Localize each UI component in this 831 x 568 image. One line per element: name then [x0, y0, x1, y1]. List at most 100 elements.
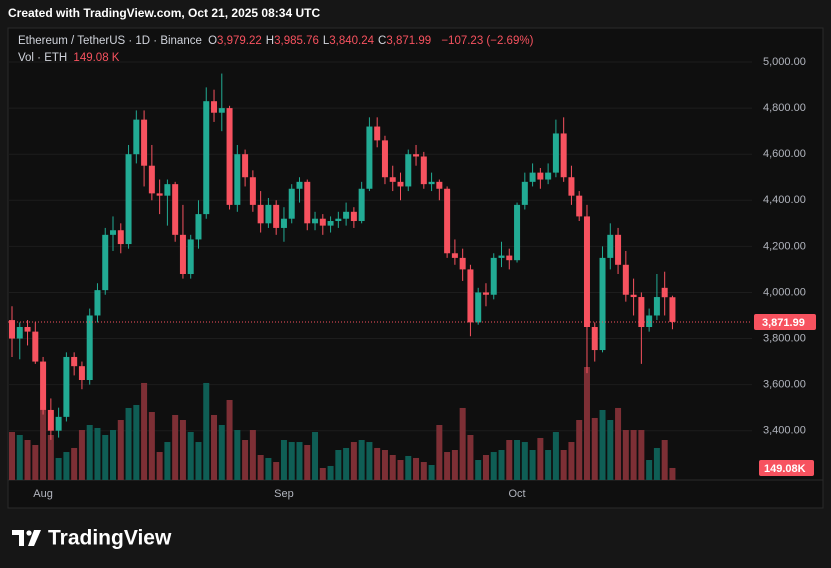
- volume-bar: [374, 447, 381, 480]
- candle-body: [506, 255, 513, 261]
- ohlc-value: 3,979.22: [217, 35, 262, 47]
- candle-body: [560, 133, 567, 178]
- volume-bar: [475, 459, 482, 480]
- volume-bar: [141, 382, 148, 480]
- candle-body: [576, 195, 583, 217]
- created-note: Created with TradingView.com, Oct 21, 20…: [8, 6, 320, 20]
- candle-body: [203, 101, 210, 215]
- volume-bar: [288, 442, 295, 480]
- y-tick-label: 4,600.00: [763, 148, 806, 160]
- y-tick-label: 3,800.00: [763, 332, 806, 344]
- volume-bar: [55, 457, 62, 480]
- candle-body: [599, 257, 606, 351]
- candle-body: [71, 356, 78, 367]
- volume-bar: [156, 452, 163, 480]
- volume-bar: [265, 457, 272, 480]
- candle-body: [164, 184, 171, 196]
- volume-legend: Vol · ETH 149.08 K: [18, 52, 122, 64]
- candle-body: [646, 315, 653, 328]
- candle-body: [55, 416, 62, 431]
- candle-body: [94, 290, 101, 316]
- volume-bar: [211, 414, 218, 480]
- candle-body: [117, 230, 124, 245]
- candle-body: [381, 140, 388, 178]
- candle-body: [156, 193, 163, 196]
- candle-body: [552, 133, 559, 173]
- volume-bar: [273, 462, 280, 480]
- candle-body: [521, 181, 528, 205]
- candle-body: [459, 257, 466, 270]
- volume-bar: [187, 432, 194, 480]
- volume-layer: [9, 367, 676, 480]
- candle-body: [265, 204, 272, 224]
- volume-bar: [280, 439, 287, 480]
- volume-bar: [304, 444, 311, 480]
- change: −107.23 (−2.69%): [441, 35, 534, 47]
- legend-row: Ethereum / TetherUS · 1D · Binance O3,97…: [18, 35, 536, 47]
- volume-bar: [125, 407, 132, 480]
- candle-body: [591, 327, 598, 351]
- volume-value: 149.08 K: [73, 52, 120, 64]
- candle-body: [32, 331, 39, 362]
- y-tick-label: 3,600.00: [763, 379, 806, 391]
- volume-bar: [599, 409, 606, 480]
- volume-bar: [545, 449, 552, 480]
- volume-bar: [133, 404, 140, 480]
- ohlc-value: 3,871.99: [386, 35, 432, 47]
- x-tick-label: Aug: [33, 488, 53, 500]
- volume-bar: [242, 439, 249, 480]
- volume-bar: [661, 439, 668, 480]
- candle-body: [296, 181, 303, 189]
- volume-bar: [552, 432, 559, 480]
- candle-body: [187, 239, 194, 275]
- candle-body: [638, 297, 645, 328]
- volume-bar: [444, 452, 451, 480]
- candle-body: [444, 188, 451, 254]
- ohlc-key: H: [265, 35, 275, 47]
- candle-body: [545, 172, 552, 180]
- candle-body: [133, 119, 140, 155]
- volume-bar: [506, 439, 513, 480]
- volume-bar: [32, 444, 39, 480]
- volume-bar: [203, 382, 210, 480]
- volume-bar: [110, 429, 117, 480]
- volume-bar: [117, 419, 124, 480]
- candle-body: [218, 108, 225, 113]
- volume-bar: [568, 442, 575, 480]
- candle-body: [172, 184, 179, 235]
- ohlc: O3,979.22 H3,985.76 L3,840.24 C3,871.99: [208, 35, 435, 47]
- candle-body: [78, 366, 85, 380]
- volume-bar: [389, 454, 396, 480]
- volume-bar: [94, 427, 101, 480]
- volume-bar: [63, 452, 70, 480]
- volume-bar: [646, 459, 653, 480]
- volume-bar: [451, 449, 458, 480]
- volume-bar: [514, 439, 521, 480]
- last-price-label: 3,871.99: [762, 317, 805, 329]
- volume-bar: [179, 419, 186, 480]
- volume-label-box: [759, 460, 814, 476]
- candle-body: [537, 172, 544, 180]
- candle-body: [607, 234, 614, 258]
- volume-bar: [350, 442, 357, 480]
- volume-bar: [591, 417, 598, 480]
- candle-body: [451, 253, 458, 258]
- candle-body: [389, 177, 396, 182]
- ohlc-value: 3,840.24: [329, 35, 375, 47]
- x-tick-label: Oct: [508, 488, 525, 500]
- last-price-box: [754, 313, 816, 330]
- volume-bar: [607, 419, 614, 480]
- ohlc-key: L: [322, 35, 330, 47]
- volume-bar: [40, 409, 47, 480]
- volume-bar: [172, 414, 179, 480]
- candle-body: [327, 221, 334, 226]
- ohlc-key: O: [208, 35, 218, 47]
- volume-bar: [335, 449, 342, 480]
- volume-bar: [413, 457, 420, 480]
- candle-body: [436, 181, 443, 189]
- volume-bar: [71, 447, 78, 480]
- candle-body: [350, 211, 357, 222]
- candle-body: [24, 327, 31, 332]
- candle-body: [405, 154, 412, 187]
